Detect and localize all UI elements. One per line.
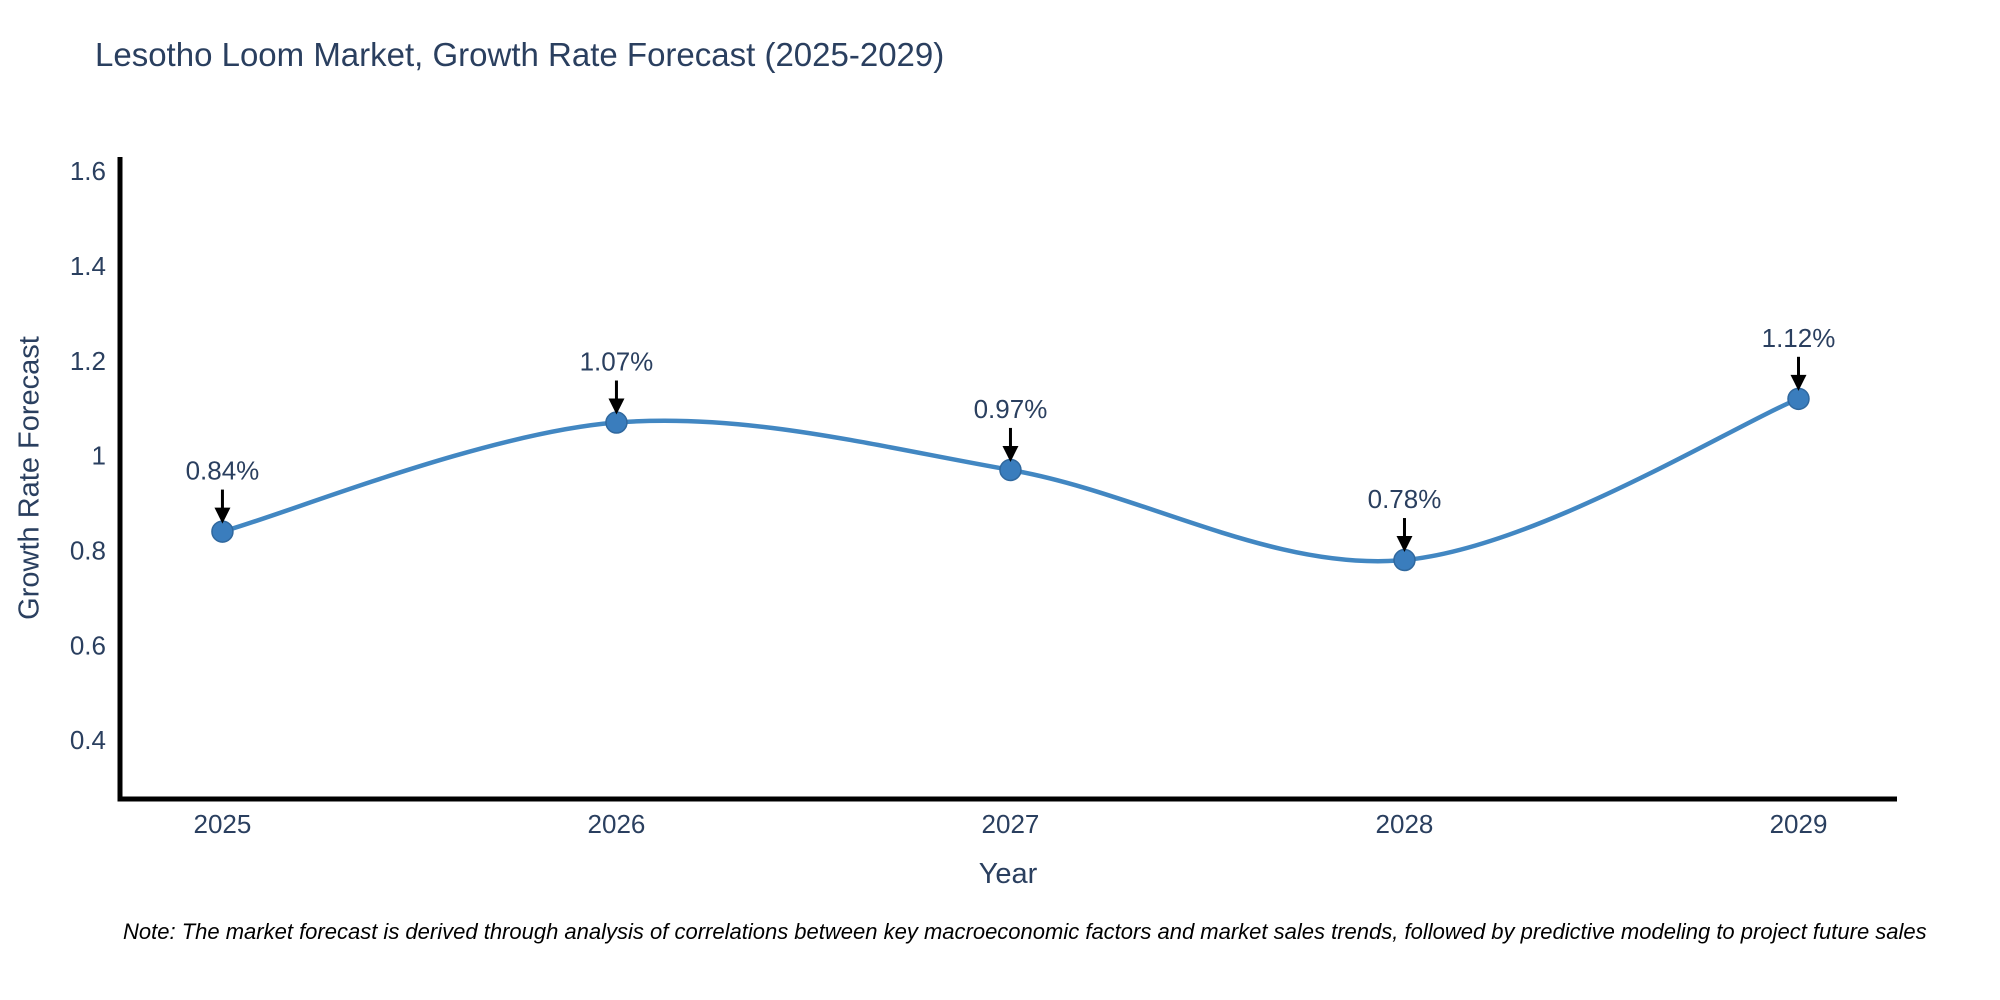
annotation-arrowhead <box>214 507 231 524</box>
data-point-marker <box>605 411 628 434</box>
x-tick-label: 2028 <box>1376 809 1434 839</box>
annotation-arrowhead <box>1002 445 1019 462</box>
annotation-arrowhead <box>608 398 625 415</box>
y-tick-label: 1 <box>92 441 106 471</box>
data-point-marker <box>1787 387 1810 411</box>
y-tick-label: 1.4 <box>70 251 106 281</box>
data-point-marker <box>1393 548 1416 572</box>
y-tick-label: 0.4 <box>70 725 106 755</box>
y-tick-label: 1.6 <box>70 156 106 186</box>
y-tick-label: 0.6 <box>70 630 106 660</box>
point-annotation-label: 1.12% <box>1762 323 1836 353</box>
x-tick-label: 2029 <box>1770 809 1828 839</box>
x-tick-label: 2025 <box>194 809 252 839</box>
point-annotation-label: 0.84% <box>186 456 260 486</box>
data-point-marker <box>211 520 234 543</box>
y-tick-label: 1.2 <box>70 346 106 376</box>
point-annotation-label: 0.97% <box>974 394 1048 424</box>
data-point-marker <box>999 458 1022 482</box>
chart-title: Lesotho Loom Market, Growth Rate Forecas… <box>95 36 945 73</box>
y-tick-label: 0.8 <box>70 536 106 566</box>
point-annotation-label: 0.78% <box>1368 484 1442 514</box>
x-tick-label: 2027 <box>982 809 1040 839</box>
point-annotation-label: 1.07% <box>580 347 654 377</box>
x-tick-label: 2026 <box>588 809 646 839</box>
footnote: Note: The market forecast is derived thr… <box>123 919 1927 944</box>
annotation-arrowhead <box>1396 536 1413 553</box>
annotation-arrowhead <box>1790 374 1807 391</box>
x-axis-title: Year <box>978 858 1038 890</box>
